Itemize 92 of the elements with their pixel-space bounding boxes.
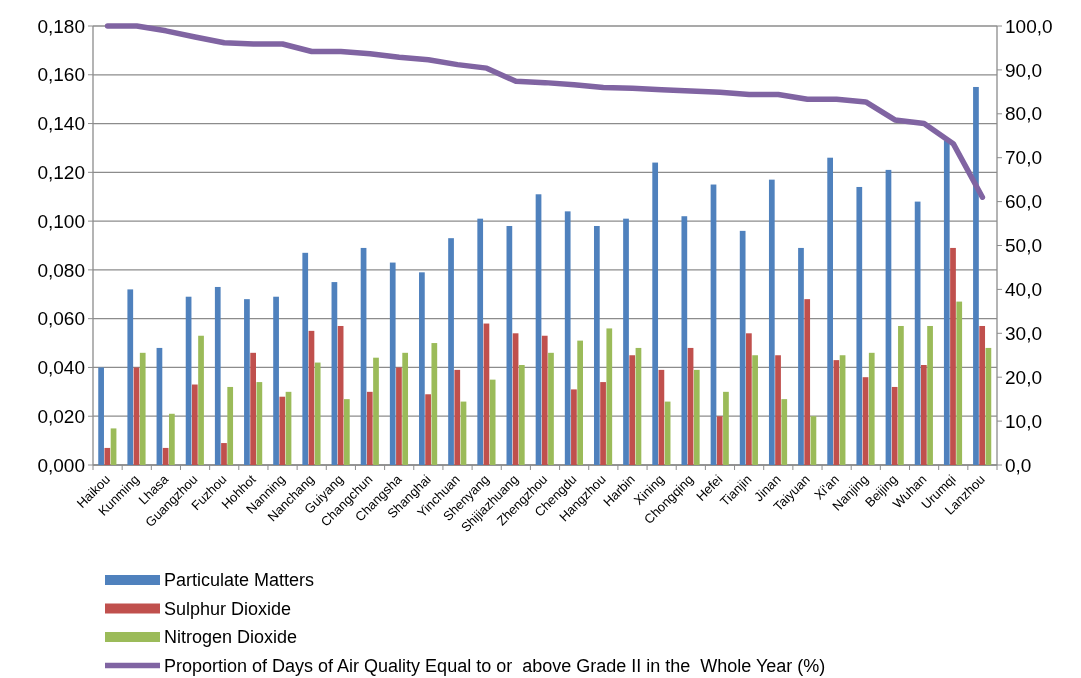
bar: [139, 352, 146, 465]
bar: [623, 218, 629, 465]
bar: [425, 394, 431, 465]
bar: [950, 247, 956, 465]
y2-tick-label: 10,0: [1005, 410, 1042, 432]
bar: [973, 86, 979, 465]
bar: [244, 299, 250, 465]
bar: [681, 216, 688, 465]
bar: [752, 355, 758, 465]
legend-label: Particulate Matters: [164, 570, 315, 591]
y2-tick-label: 80,0: [1005, 103, 1042, 125]
bar: [693, 369, 700, 465]
y2-tick-label: 30,0: [1005, 322, 1042, 344]
bar: [221, 443, 227, 465]
bar: [781, 399, 788, 465]
y2-tick-label: 0,0: [1005, 454, 1032, 476]
bar: [564, 211, 571, 465]
bar: [891, 386, 898, 465]
bar: [827, 157, 833, 465]
bar: [898, 325, 904, 465]
bar: [856, 186, 863, 465]
y-tick-label: 0,120: [37, 161, 85, 183]
bar: [198, 335, 204, 465]
bar: [431, 343, 438, 465]
y-tick-label: 0,080: [37, 259, 85, 281]
bar: [548, 352, 554, 465]
bar: [723, 391, 729, 465]
bar: [98, 367, 104, 465]
bar: [419, 272, 425, 465]
bar: [214, 286, 221, 465]
y2-tick-label: 70,0: [1005, 147, 1042, 169]
bar: [927, 325, 933, 465]
bar: [448, 238, 454, 465]
bar: [402, 352, 409, 465]
y2-tick-label: 50,0: [1005, 235, 1042, 257]
bar: [373, 357, 379, 465]
y-tick-label: 0,180: [37, 15, 85, 37]
bar: [518, 365, 525, 465]
bar: [775, 355, 781, 465]
y2-tick-label: 60,0: [1005, 191, 1042, 213]
bar: [273, 296, 279, 465]
bar: [169, 413, 175, 465]
bar: [127, 289, 134, 465]
bar: [250, 352, 256, 465]
y-tick-label: 0,060: [37, 308, 85, 330]
bar: [920, 365, 927, 465]
bar: [571, 389, 577, 465]
bar: [314, 362, 321, 465]
bar: [629, 355, 636, 465]
bar: [302, 252, 309, 465]
y2-tick-label: 100,0: [1005, 15, 1053, 37]
y-tick-label: 0,020: [37, 405, 85, 427]
bar: [943, 140, 950, 465]
y-tick-label: 0,000: [37, 454, 85, 476]
bar: [768, 179, 775, 465]
y-tick-label: 0,160: [37, 64, 85, 86]
bar: [366, 391, 373, 465]
bar: [343, 399, 350, 465]
bar: [868, 352, 875, 465]
bar: [104, 447, 111, 465]
y-tick-label: 0,140: [37, 113, 85, 135]
bar: [396, 367, 402, 465]
bar: [746, 333, 752, 465]
bar: [979, 325, 986, 465]
bar: [279, 396, 286, 465]
legend-label: Nitrogen Dioxide: [164, 627, 298, 648]
bar: [716, 416, 723, 465]
bar: [389, 262, 396, 465]
bar: [739, 230, 746, 465]
bar: [162, 447, 169, 465]
bar: [804, 299, 811, 465]
bar: [191, 384, 198, 465]
bar: [593, 225, 600, 465]
bar: [600, 382, 606, 465]
y-tick-label: 0,100: [37, 210, 85, 232]
y2-tick-label: 20,0: [1005, 366, 1042, 388]
bar: [489, 379, 496, 465]
legend-label: Proportion of Days of Air Quality Equal to or above Grade II in the Whole Year (%): [164, 655, 826, 676]
bar: [477, 218, 484, 465]
bar: [798, 247, 804, 465]
y2-tick-label: 90,0: [1005, 59, 1042, 81]
bar: [577, 340, 583, 465]
bar: [956, 301, 963, 465]
y2-tick-label: 40,0: [1005, 279, 1042, 301]
bar: [256, 382, 263, 465]
bar: [606, 328, 613, 465]
legend-label: Sulphur Dioxide: [164, 598, 292, 619]
bar: [227, 386, 234, 465]
bar: [652, 162, 659, 465]
bar: [454, 369, 461, 465]
y-tick-label: 0,040: [37, 357, 85, 379]
bar: [541, 335, 548, 465]
